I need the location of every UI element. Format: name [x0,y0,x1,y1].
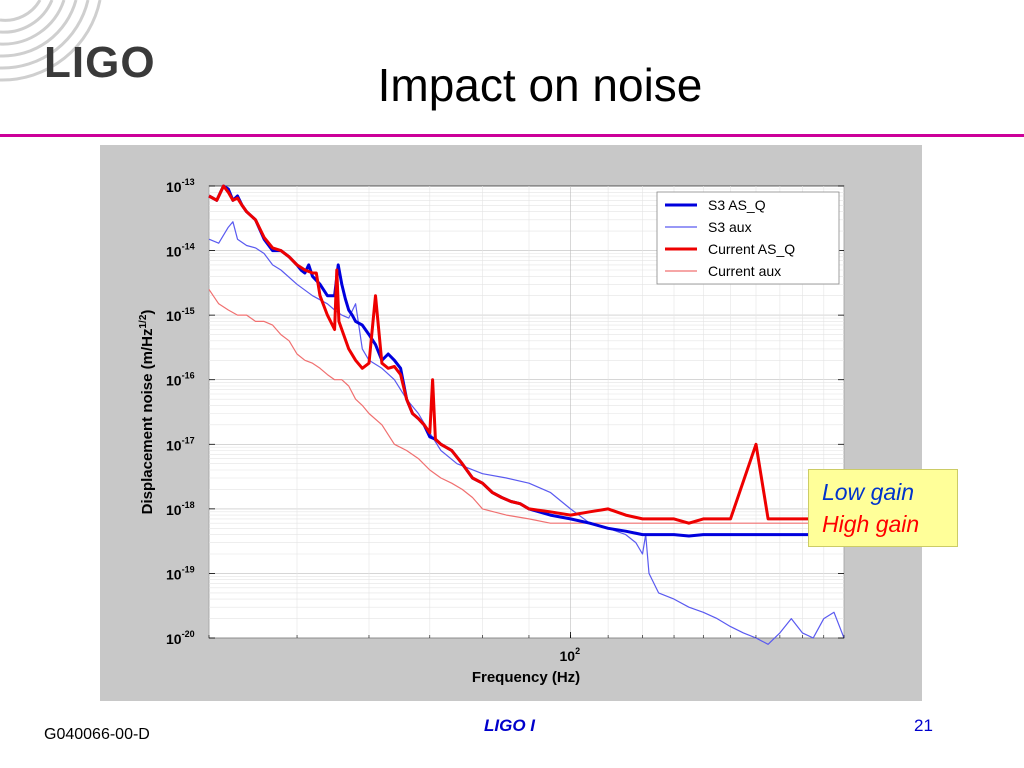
y-axis-label-main: Displacement noise (m/Hz [139,329,156,515]
y-axis-label-end: ) [139,310,156,315]
series-line [208,184,844,525]
y-tick-label: 10-13 [166,177,195,195]
noise-chart: 10-13 10-14 10-15 10-16 10-17 10-18 10-19 10-20… [138,177,845,686]
legend-box [656,191,840,285]
gain-note: Low gain High gain [808,469,958,547]
title-divider [0,134,1024,137]
chart-panel: 10-13 10-14 10-15 10-16 10-17 10-18 10-19 10-20… [100,145,958,701]
ligo-logo-arcs [0,0,102,82]
series-line [208,289,844,524]
x-tick-label: 102 [560,646,581,664]
y-axis-label: Displacement noise (m/Hz1/2) [138,310,156,515]
legend: S3 AS_Q S3 aux Current AS_Q Current aux [656,191,840,285]
y-tick-label: 10-18 [166,500,195,518]
x-axis-label: Frequency (Hz) [472,669,580,686]
y-tick-label: 10-15 [166,306,195,324]
slide-title: Impact on noise [377,59,703,111]
note-low-gain: Low gain [822,479,915,505]
series-line [208,221,845,645]
legend-label: S3 aux [708,219,752,235]
y-axis-label-sup: 1/2 [138,314,149,328]
legend-label: Current AS_Q [708,241,795,257]
y-tick-label: 10-16 [166,371,195,389]
ligo-logo: LIGO [44,38,156,87]
page-number: 21 [914,716,933,735]
legend-label: Current aux [708,263,781,279]
footer-label: LIGO I [484,716,535,735]
y-tick-label: 10-20 [166,629,195,647]
y-tick-label: 10-14 [166,242,195,260]
note-high-gain: High gain [822,511,920,537]
y-tick-label: 10-17 [166,435,195,453]
legend-label: S3 AS_Q [708,197,766,213]
document-id: G040066-00-D [44,726,150,743]
y-tick-label: 10-19 [166,564,195,582]
